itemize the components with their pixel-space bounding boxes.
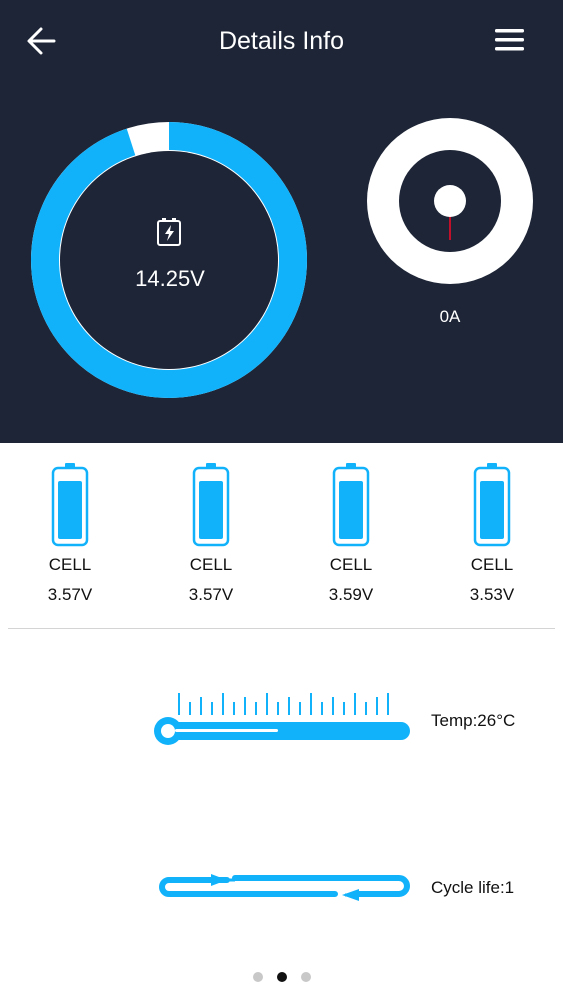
temperature-label: Temp:26°C (431, 711, 516, 730)
current-value: 0A (439, 307, 461, 326)
battery-cell-icon (473, 463, 511, 547)
page-title: Details Info (218, 27, 345, 55)
gauge-pivot (434, 185, 466, 217)
cell-label: CELL (470, 555, 514, 574)
cell-label: CELL (189, 555, 233, 574)
voltage-gauge: 14.25V (30, 118, 310, 402)
cell-voltage: 3.53V (469, 585, 515, 604)
battery-cell-icon (332, 463, 370, 547)
battery-cell-icon (51, 463, 89, 547)
total-voltage: 14.25V (135, 266, 205, 291)
summary-panel: Details Info (0, 0, 563, 443)
page-indicator (250, 970, 314, 984)
cycle-life-label: Cycle life:1 (431, 878, 515, 897)
arrow-left-icon (27, 27, 56, 55)
thermometer-icon (150, 688, 415, 748)
page-dot[interactable] (253, 972, 263, 982)
cell-item: CELL 3.57V (161, 461, 261, 621)
hamburger-menu-icon (495, 29, 524, 51)
cell-label: CELL (329, 555, 373, 574)
cycle-arrows-icon (155, 866, 413, 906)
battery-cell-icon (192, 463, 230, 547)
soc-arc (31, 122, 307, 398)
current-gauge (367, 118, 533, 284)
cell-voltage: 3.57V (47, 585, 93, 604)
page-dot[interactable] (301, 972, 311, 982)
menu-button[interactable] (490, 26, 530, 56)
section-divider (8, 628, 555, 629)
back-button[interactable] (22, 24, 62, 58)
cell-item: CELL 3.53V (442, 461, 542, 621)
cell-item: CELL 3.57V (20, 461, 120, 621)
cell-item: CELL 3.59V (301, 461, 401, 621)
cell-voltage: 3.59V (328, 585, 374, 604)
nav-bar: Details Info (0, 0, 563, 82)
battery-charging-icon (155, 216, 185, 248)
cells-row: CELL 3.57V CELL 3.57V CELL 3.59V (0, 443, 563, 628)
cell-label: CELL (48, 555, 92, 574)
page-dot-active[interactable] (277, 972, 287, 982)
cell-voltage: 3.57V (188, 585, 234, 604)
